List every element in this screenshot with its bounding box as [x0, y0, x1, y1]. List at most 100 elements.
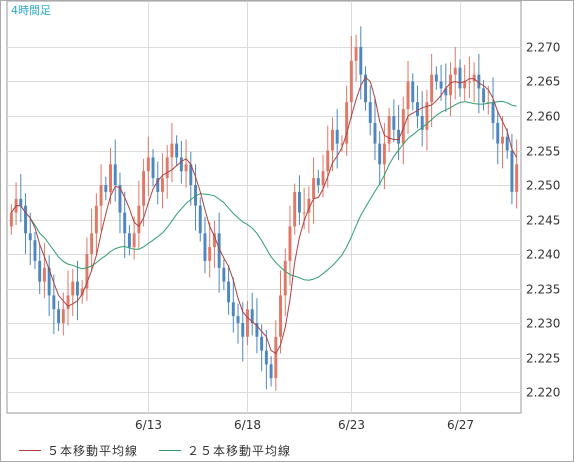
candle-body [142, 171, 146, 206]
candle-body [316, 178, 320, 185]
candle-body [194, 185, 197, 206]
candle-body [510, 150, 514, 192]
x-axis: 6/13 6/18 6/23 6/27 [135, 418, 474, 432]
legend-swatch-ma5 [19, 450, 41, 451]
candle-body [99, 185, 103, 206]
candle-body [80, 288, 84, 296]
candle-body [264, 350, 268, 365]
candle-body [274, 336, 278, 379]
candle-body [19, 198, 23, 206]
ma25-line [10, 100, 517, 281]
candle-body [217, 233, 221, 268]
candle-body [279, 295, 282, 337]
candle-body [57, 309, 61, 323]
x-tick-label: 6/13 [135, 418, 162, 432]
candle-body [293, 191, 297, 227]
candle-body [439, 81, 443, 89]
candle-body [349, 60, 353, 103]
candle-body [24, 205, 27, 234]
candle-body [425, 102, 429, 130]
candle-body [47, 267, 51, 296]
candle-body [482, 88, 486, 103]
y-tick-label: 2.230 [526, 317, 560, 331]
candle-body [496, 122, 500, 144]
x-tick-label: 6/18 [234, 418, 261, 432]
candle-body [368, 102, 372, 123]
candle-body [392, 116, 396, 130]
legend-item-ma25: ２５本移動平均線 [159, 442, 291, 459]
y-tick-label: 2.270 [526, 41, 560, 55]
candle-body [283, 260, 287, 296]
candle-body [156, 178, 160, 192]
candle-body [118, 185, 122, 213]
candle-body [331, 129, 334, 151]
candle-body [477, 74, 481, 89]
candle-body [42, 267, 46, 282]
candle-body [269, 364, 273, 379]
period-label: 4時間足 [11, 4, 51, 17]
candle-body [161, 178, 164, 192]
candle-body [406, 81, 410, 110]
candle-body [236, 316, 240, 323]
candle-body [123, 212, 127, 234]
y-tick-label: 2.225 [526, 352, 560, 366]
candle-body [326, 150, 330, 172]
candle-body [71, 281, 75, 296]
candle-body [486, 102, 490, 104]
y-tick-label: 2.235 [526, 283, 560, 297]
candle-body [179, 157, 183, 172]
candle-body [321, 171, 325, 185]
candle-body [170, 143, 174, 158]
candle-body [340, 143, 344, 145]
moving-average-lines [10, 76, 518, 355]
candle-body [458, 67, 462, 89]
candle-body [137, 205, 141, 234]
candle-body [463, 81, 467, 89]
candle-body [184, 164, 188, 172]
candle-body [364, 74, 367, 103]
candle-body [212, 233, 216, 248]
y-axis: 2.270 2.265 2.260 2.255 2.250 2.245 2.240 2.235… [526, 41, 560, 400]
candle-body [104, 185, 108, 192]
candle-body [132, 233, 136, 248]
candle-body [472, 74, 476, 82]
candle-body [28, 233, 32, 241]
candle-body [227, 281, 231, 303]
y-tick-label: 2.255 [526, 145, 560, 159]
candle-body [61, 309, 65, 323]
candle-body [151, 157, 155, 179]
candle-body [505, 136, 509, 151]
candle-body [491, 102, 495, 123]
candle-body [430, 74, 434, 103]
candle-body [208, 247, 212, 261]
legend-label-ma25: ２５本移動平均線 [187, 444, 292, 458]
candlestick-chart: 2.270 2.265 2.260 2.255 2.250 2.245 2.240 2.235… [6, 1, 560, 432]
y-tick-label: 2.245 [526, 214, 560, 228]
candle-body [113, 164, 117, 185]
candle-body [297, 191, 301, 213]
candle-body [146, 157, 150, 172]
candle-body [189, 164, 193, 185]
candle-body [198, 205, 202, 234]
candle-body [501, 136, 504, 144]
candle-body [288, 226, 292, 261]
candle-body [354, 47, 358, 61]
candle-body [411, 81, 415, 103]
x-tick-label: 6/27 [447, 418, 474, 432]
candle-body [38, 260, 42, 282]
candle-body [467, 81, 471, 83]
y-tick-label: 2.240 [526, 248, 560, 262]
candle-body [387, 116, 391, 144]
candle-body [94, 205, 98, 234]
candle-body [260, 336, 264, 351]
candle-body [444, 88, 448, 96]
legend-swatch-ma25 [159, 450, 181, 451]
candle-body [397, 129, 401, 144]
candle-body [241, 323, 245, 337]
legend: ５本移動平均線 ２５本移動平均線 [1, 435, 573, 461]
candle-body [335, 129, 339, 144]
candle-body [453, 67, 457, 75]
candle-body [76, 281, 79, 296]
candle-body [246, 309, 249, 337]
